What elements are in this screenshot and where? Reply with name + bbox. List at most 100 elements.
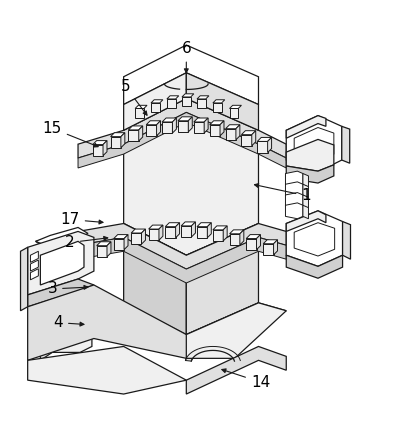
Polygon shape <box>285 182 303 198</box>
Polygon shape <box>246 239 256 250</box>
Polygon shape <box>114 235 128 239</box>
Polygon shape <box>93 141 107 144</box>
Polygon shape <box>151 103 160 113</box>
Polygon shape <box>129 130 139 141</box>
Polygon shape <box>30 269 38 280</box>
Text: 15: 15 <box>43 121 98 147</box>
Polygon shape <box>294 223 335 256</box>
Polygon shape <box>181 222 195 226</box>
Polygon shape <box>303 205 308 219</box>
Polygon shape <box>148 229 159 240</box>
Polygon shape <box>97 246 107 257</box>
Polygon shape <box>226 125 240 129</box>
Polygon shape <box>114 239 124 250</box>
Polygon shape <box>162 118 176 122</box>
Polygon shape <box>185 346 240 361</box>
Polygon shape <box>28 279 94 307</box>
Polygon shape <box>111 133 125 137</box>
Polygon shape <box>210 125 220 136</box>
Polygon shape <box>210 121 224 125</box>
Polygon shape <box>40 241 84 285</box>
Polygon shape <box>223 226 227 241</box>
Polygon shape <box>286 255 343 278</box>
Text: 6: 6 <box>181 42 191 73</box>
Polygon shape <box>172 118 176 133</box>
Polygon shape <box>28 232 94 295</box>
Polygon shape <box>342 127 350 163</box>
Polygon shape <box>146 125 156 136</box>
Polygon shape <box>273 240 277 255</box>
Polygon shape <box>142 229 145 244</box>
Polygon shape <box>131 233 142 244</box>
Text: 1: 1 <box>254 184 311 203</box>
Polygon shape <box>220 121 224 136</box>
Polygon shape <box>139 126 142 141</box>
Polygon shape <box>213 100 225 103</box>
Polygon shape <box>135 105 147 109</box>
Polygon shape <box>197 99 206 109</box>
Polygon shape <box>135 109 144 118</box>
Polygon shape <box>167 96 179 99</box>
Polygon shape <box>167 99 176 109</box>
Polygon shape <box>93 144 103 156</box>
Polygon shape <box>146 121 160 125</box>
Text: 17: 17 <box>60 212 103 227</box>
Polygon shape <box>59 287 101 320</box>
Polygon shape <box>47 299 59 342</box>
Polygon shape <box>28 285 286 360</box>
Text: 2: 2 <box>65 235 108 250</box>
Polygon shape <box>121 133 125 148</box>
Polygon shape <box>35 228 88 247</box>
Polygon shape <box>242 131 256 135</box>
Polygon shape <box>286 165 334 183</box>
Text: 14: 14 <box>222 369 270 390</box>
Polygon shape <box>124 224 186 334</box>
Polygon shape <box>40 326 52 360</box>
Polygon shape <box>30 251 38 262</box>
Polygon shape <box>285 193 303 208</box>
Polygon shape <box>263 240 277 244</box>
Polygon shape <box>165 227 176 238</box>
Polygon shape <box>52 314 92 338</box>
Polygon shape <box>78 224 286 269</box>
Polygon shape <box>230 230 244 234</box>
Polygon shape <box>197 96 209 99</box>
Polygon shape <box>286 116 342 172</box>
Polygon shape <box>230 234 240 245</box>
Polygon shape <box>181 226 191 237</box>
Text: 4: 4 <box>53 315 84 330</box>
Polygon shape <box>97 242 111 246</box>
Polygon shape <box>303 173 308 187</box>
Polygon shape <box>107 242 111 257</box>
Polygon shape <box>182 97 191 106</box>
Polygon shape <box>242 135 252 146</box>
Polygon shape <box>124 73 186 130</box>
Polygon shape <box>165 223 179 227</box>
Polygon shape <box>257 137 271 141</box>
Polygon shape <box>194 122 204 133</box>
Polygon shape <box>207 223 211 238</box>
Polygon shape <box>252 131 256 146</box>
Polygon shape <box>156 121 160 136</box>
Polygon shape <box>285 171 303 187</box>
Polygon shape <box>176 223 179 238</box>
Polygon shape <box>78 113 286 168</box>
Polygon shape <box>236 125 240 140</box>
Polygon shape <box>129 126 142 130</box>
Polygon shape <box>124 45 258 105</box>
Polygon shape <box>191 222 195 237</box>
Polygon shape <box>28 346 186 394</box>
Polygon shape <box>178 117 192 121</box>
Polygon shape <box>286 116 326 138</box>
Polygon shape <box>78 237 286 283</box>
Polygon shape <box>303 195 308 208</box>
Polygon shape <box>226 129 236 140</box>
Polygon shape <box>186 303 286 358</box>
Polygon shape <box>194 118 208 122</box>
Polygon shape <box>124 235 128 250</box>
Polygon shape <box>178 121 188 132</box>
Polygon shape <box>21 247 28 311</box>
Polygon shape <box>78 99 286 158</box>
Polygon shape <box>343 222 351 259</box>
Polygon shape <box>148 225 163 229</box>
